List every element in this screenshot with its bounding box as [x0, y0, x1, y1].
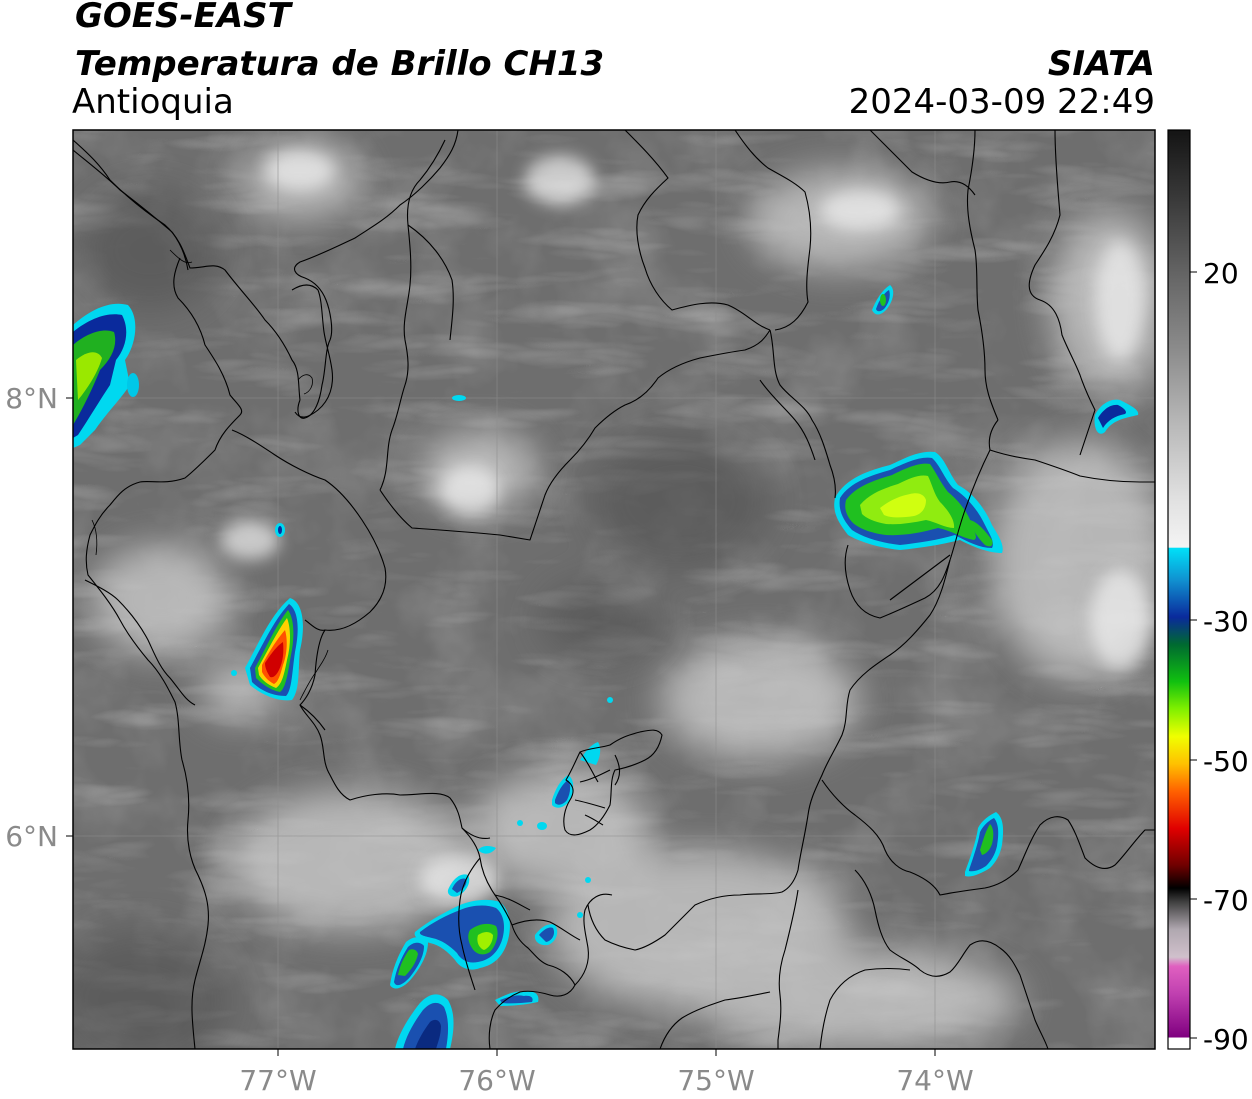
lon-label-75w: 75°W — [677, 1064, 754, 1097]
axis-ticks — [66, 397, 936, 1056]
agency-label: SIATA — [1047, 44, 1155, 84]
lat-label-6n: 6°N — [5, 820, 58, 853]
colorbar-tick-minus30: -30 — [1203, 605, 1249, 638]
political-borders — [73, 130, 1155, 1049]
datetime-label: 2024-03-09 22:49 — [848, 82, 1155, 122]
colorbar-tick-minus90: -90 — [1203, 1023, 1249, 1056]
lon-label-77w: 77°W — [239, 1064, 316, 1097]
coastline-detail — [91, 249, 329, 701]
region-label: Antioquia — [72, 82, 234, 122]
temperature-colorbar: 20 -30 -50 -70 -90 — [1167, 129, 1249, 1056]
cloud-top-cells — [73, 285, 1139, 1049]
lon-label-76w: 76°W — [458, 1064, 535, 1097]
map-frame — [72, 129, 1156, 1050]
satellite-image — [73, 130, 1155, 1049]
product-title: Temperatura de Brillo CH13 — [75, 44, 605, 84]
colorbar-tick-minus70: -70 — [1203, 884, 1249, 917]
colorbar-tick-minus50: -50 — [1203, 745, 1249, 778]
colorbar-tick-20: 20 — [1203, 257, 1239, 290]
satellite-title: GOES-EAST — [75, 0, 291, 36]
lat-label-8n: 8°N — [5, 382, 58, 415]
lon-label-74w: 74°W — [896, 1064, 973, 1097]
map-gridlines — [73, 130, 1155, 1049]
